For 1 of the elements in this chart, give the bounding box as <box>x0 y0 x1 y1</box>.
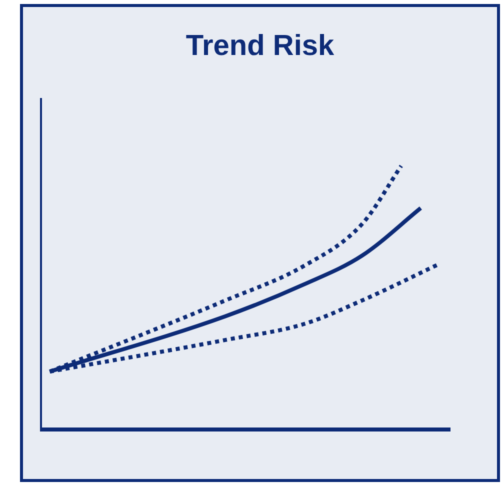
chart-title: Trend Risk <box>184 30 336 63</box>
